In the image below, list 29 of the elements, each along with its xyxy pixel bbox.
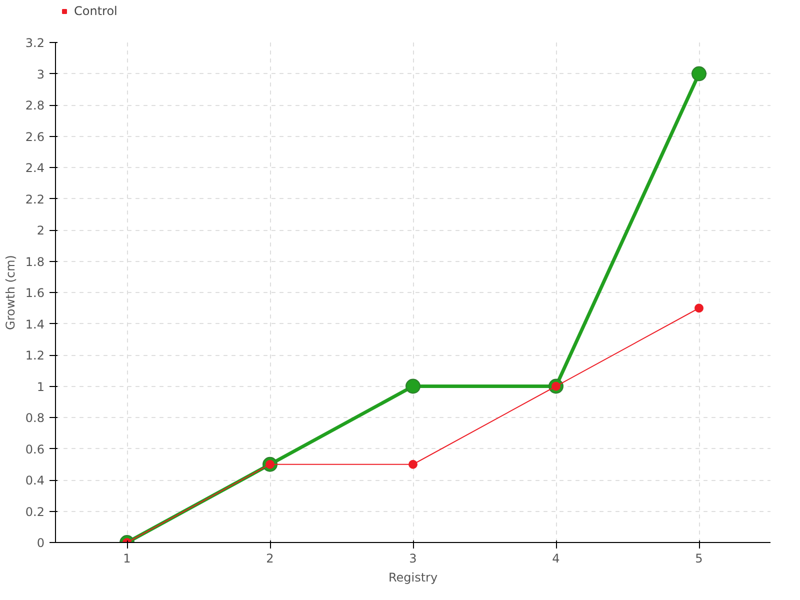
point <box>694 304 704 313</box>
point <box>408 460 418 469</box>
y-axis-title: Growth (cm) <box>3 255 18 330</box>
y-tick-label: 2 <box>36 224 45 238</box>
y-tick-label: 2.4 <box>25 161 45 175</box>
x-axis-title: Registry <box>388 570 438 584</box>
y-tick-label: 2.8 <box>25 98 45 112</box>
y-tick-label: 1.6 <box>25 286 45 300</box>
x-tick-label: 1 <box>123 552 131 566</box>
y-tick-label: 0.6 <box>25 442 45 456</box>
point <box>406 378 420 394</box>
y-tick-label: 0.8 <box>25 411 45 425</box>
legend-label: Control <box>74 4 118 18</box>
y-tick-label: 1.2 <box>25 348 45 362</box>
y-tick-label: 2.2 <box>25 192 45 206</box>
x-tick-label: 5 <box>695 552 703 566</box>
y-tick-label: 0.4 <box>25 474 45 488</box>
y-tick-label: 1.8 <box>25 254 45 269</box>
y-tick-label: 1 <box>36 380 45 394</box>
y-tick-label: 3.2 <box>25 36 45 50</box>
y-tick-label: 2.6 <box>25 130 45 144</box>
y-tick-label: 3 <box>36 67 45 82</box>
point <box>692 66 706 82</box>
y-tick-label: 0.2 <box>25 504 45 519</box>
y-tick-label: 1.4 <box>25 317 45 332</box>
x-tick-label: 3 <box>409 552 417 566</box>
x-tick-label: 4 <box>552 552 560 566</box>
x-tick-label: 2 <box>266 552 274 566</box>
y-tick-label: 0 <box>36 536 45 550</box>
